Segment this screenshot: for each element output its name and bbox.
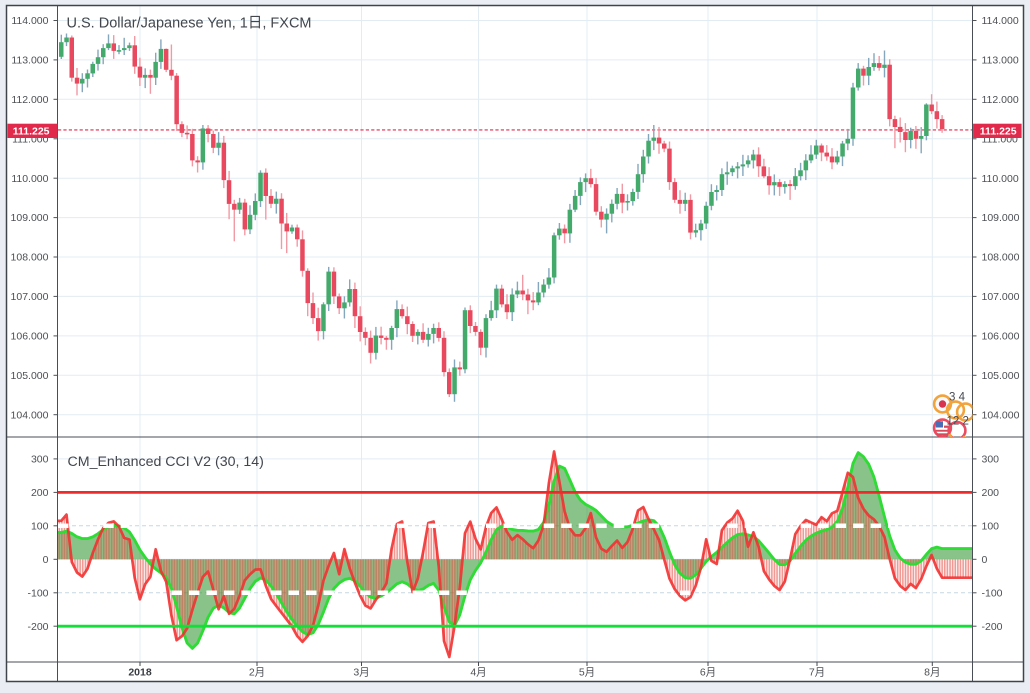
svg-text:112.000: 112.000	[11, 94, 48, 106]
svg-text:109.000: 109.000	[982, 212, 1020, 224]
svg-text:104.000: 104.000	[982, 409, 1020, 421]
svg-text:105.000: 105.000	[982, 370, 1020, 382]
svg-text:-200: -200	[27, 621, 48, 633]
svg-text:107.000: 107.000	[982, 291, 1020, 303]
svg-text:106.000: 106.000	[11, 331, 49, 343]
svg-text:108.000: 108.000	[11, 252, 49, 264]
svg-text:109.000: 109.000	[11, 212, 49, 224]
svg-text:113.000: 113.000	[982, 55, 1019, 67]
svg-text:12 2: 12 2	[947, 416, 969, 428]
svg-text:114.000: 114.000	[11, 15, 48, 27]
svg-text:-100: -100	[27, 587, 48, 599]
svg-text:300: 300	[982, 454, 1000, 466]
svg-text:106.000: 106.000	[982, 331, 1020, 343]
svg-text:7月: 7月	[809, 667, 825, 679]
svg-text:200: 200	[31, 487, 49, 499]
svg-text:8月: 8月	[924, 667, 940, 679]
svg-text:-200: -200	[982, 621, 1003, 633]
svg-text:6月: 6月	[700, 667, 716, 679]
svg-text:U.S. Dollar/Japanese Yen, 1日,: U.S. Dollar/Japanese Yen, 1日, FXCM	[67, 16, 312, 32]
svg-text:2月: 2月	[249, 667, 265, 679]
svg-text:0: 0	[982, 554, 988, 566]
svg-text:105.000: 105.000	[11, 370, 49, 382]
svg-text:0: 0	[43, 554, 49, 566]
svg-text:111.225: 111.225	[13, 126, 50, 138]
svg-text:-100: -100	[982, 587, 1003, 599]
svg-text:3 4: 3 4	[949, 392, 966, 404]
svg-text:110.000: 110.000	[982, 173, 1019, 185]
svg-text:108.000: 108.000	[982, 252, 1020, 264]
svg-text:200: 200	[982, 487, 1000, 499]
svg-text:113.000: 113.000	[11, 55, 48, 67]
svg-text:5月: 5月	[579, 667, 595, 679]
svg-text:300: 300	[31, 454, 49, 466]
svg-text:107.000: 107.000	[11, 291, 49, 303]
svg-text:114.000: 114.000	[982, 15, 1019, 27]
svg-text:4月: 4月	[470, 667, 486, 679]
svg-text:2018: 2018	[128, 667, 152, 679]
svg-text:104.000: 104.000	[11, 409, 49, 421]
svg-text:3月: 3月	[353, 667, 369, 679]
svg-text:100: 100	[982, 520, 1000, 532]
svg-text:112.000: 112.000	[982, 94, 1019, 106]
svg-text:110.000: 110.000	[11, 173, 48, 185]
svg-text:100: 100	[31, 520, 49, 532]
svg-text:CM_Enhanced CCI V2 (30, 14): CM_Enhanced CCI V2 (30, 14)	[68, 454, 264, 470]
svg-text:111.225: 111.225	[980, 126, 1017, 138]
